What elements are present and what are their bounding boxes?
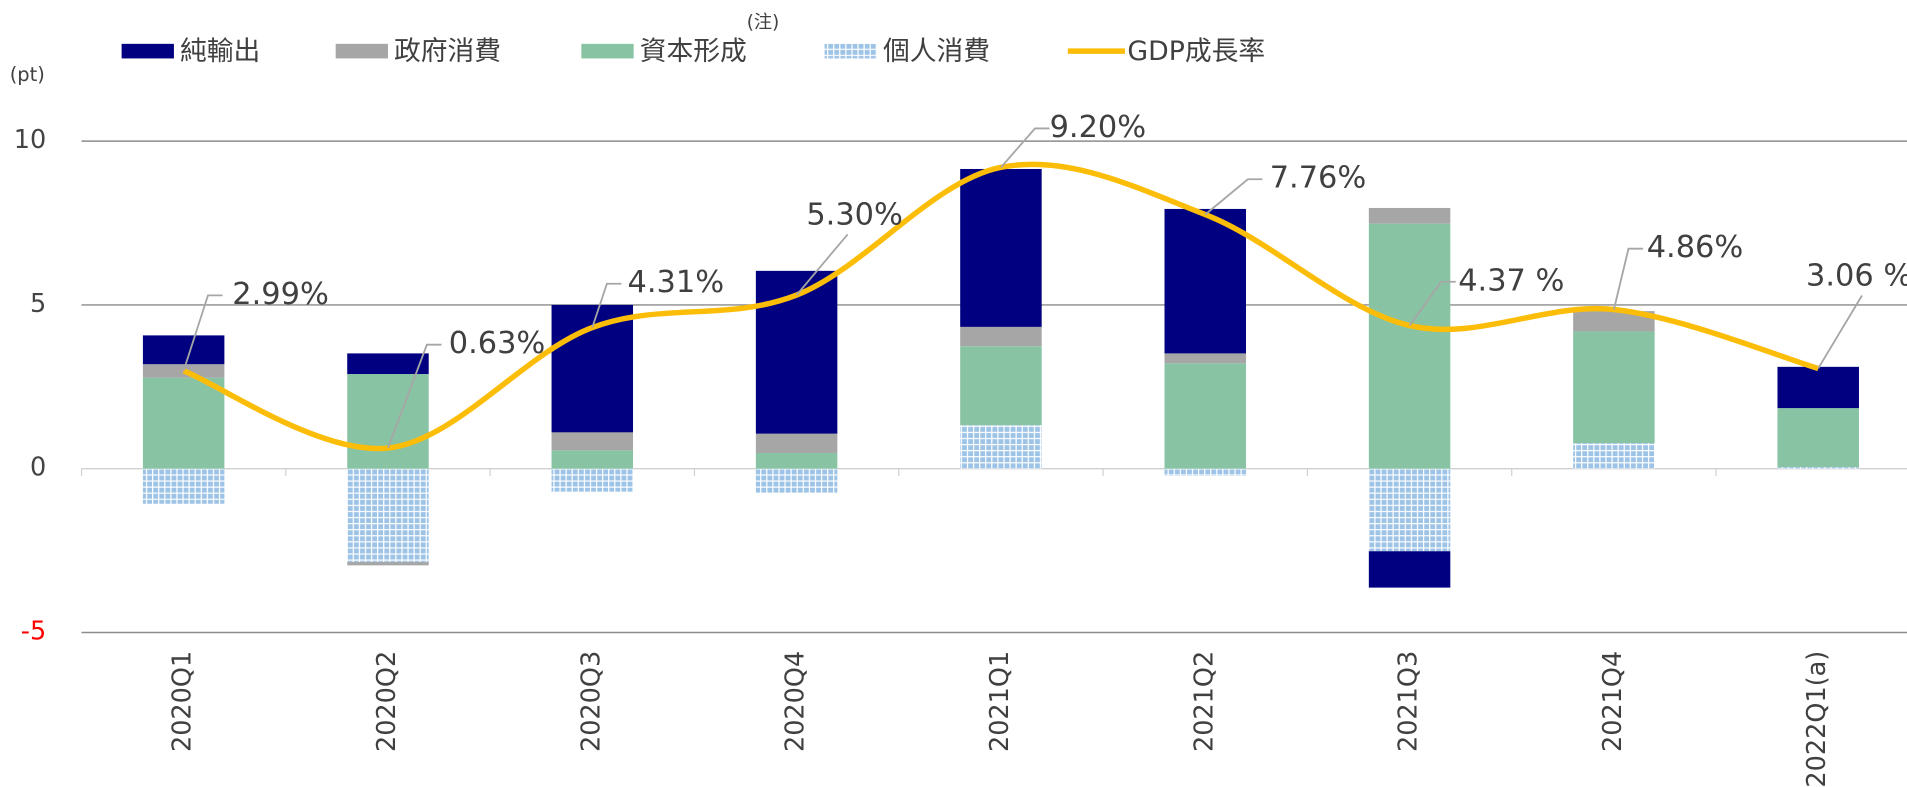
annotation: (注) — [747, 12, 779, 33]
bar-segment — [1777, 467, 1859, 469]
leader-line — [1204, 178, 1263, 216]
bar-segment — [1164, 353, 1246, 364]
data-label: 4.31% — [628, 265, 725, 300]
bar-segment — [1164, 468, 1246, 476]
bar-segment — [1368, 551, 1451, 588]
bar-segment — [347, 562, 429, 566]
leader-line — [1817, 295, 1863, 369]
bar-segment — [142, 468, 225, 504]
x-tick-label: 2022Q1(a) — [1802, 651, 1832, 787]
bar-segment — [1164, 363, 1246, 469]
x-tick-label: 2020Q2 — [372, 651, 402, 752]
x-tick-label: 2020Q1 — [168, 651, 198, 752]
leader-line — [182, 294, 223, 372]
x-tick-label: 2021Q4 — [1598, 651, 1628, 752]
bar-segment — [960, 346, 1042, 426]
data-label: 9.20% — [1050, 110, 1147, 145]
leader-line — [1408, 280, 1456, 327]
bar-segment — [142, 377, 225, 469]
data-label: 4.86% — [1647, 230, 1744, 265]
bar-segment — [755, 452, 838, 469]
leader-line — [591, 282, 622, 328]
bar-segment — [1573, 311, 1655, 332]
leader-line — [1613, 247, 1644, 310]
bar-segment — [755, 468, 838, 494]
x-tick-label: 2020Q3 — [576, 651, 606, 752]
data-label: 5.30% — [806, 198, 903, 233]
data-label: 7.76% — [1270, 161, 1367, 196]
legend-label: GDP成長率 — [1127, 36, 1265, 67]
y-tick-label: 0 — [30, 453, 46, 483]
data-label: 3.06 % — [1806, 259, 1907, 294]
y-unit-label: (pt) — [10, 63, 45, 86]
x-tick-label: 2021Q3 — [1394, 651, 1424, 752]
bar-segment — [347, 468, 429, 563]
bar-segment — [1777, 366, 1859, 409]
legend-label: 政府消費 — [394, 36, 501, 67]
bar-segment — [1777, 408, 1859, 468]
bar-segment — [551, 432, 634, 451]
bar-segment — [1573, 331, 1655, 444]
bar-segment — [551, 468, 634, 492]
bar-segment — [1573, 443, 1655, 469]
bar-segment — [551, 450, 634, 469]
bar-segment — [960, 425, 1042, 469]
leader-line — [387, 343, 442, 449]
bar-segment — [551, 304, 634, 433]
bar-segment — [960, 326, 1042, 347]
data-label: 2.99% — [232, 277, 329, 312]
leader-line — [795, 233, 849, 296]
x-tick-label: 2021Q1 — [985, 651, 1015, 752]
legend-marker — [824, 43, 877, 59]
legend-marker — [121, 43, 174, 59]
legend-marker — [335, 43, 388, 59]
y-tick-label: -5 — [21, 616, 46, 646]
legend-label: 資本形成 — [640, 36, 747, 67]
bar-segment — [1164, 208, 1246, 354]
leader-line — [1000, 127, 1050, 168]
bar-segment — [142, 335, 225, 365]
y-tick-label: 10 — [14, 125, 47, 155]
bar-segment — [347, 374, 429, 469]
bar-segment — [1368, 223, 1451, 469]
bar-segment — [1368, 468, 1451, 552]
gdp-line — [182, 161, 1819, 452]
data-label: 0.63% — [449, 326, 546, 361]
x-tick-label: 2020Q4 — [781, 651, 811, 752]
y-tick-label: 5 — [30, 289, 46, 319]
legend-marker — [581, 43, 634, 59]
legend-label: 純輸出 — [180, 36, 260, 67]
legend-label: 個人消費 — [883, 36, 990, 67]
bar-segment — [1368, 207, 1451, 224]
bar-segment — [755, 433, 838, 453]
bar-segment — [347, 353, 429, 375]
x-tick-label: 2021Q2 — [1189, 651, 1219, 752]
bar-segment — [960, 168, 1042, 327]
data-label: 4.37 % — [1458, 263, 1564, 298]
